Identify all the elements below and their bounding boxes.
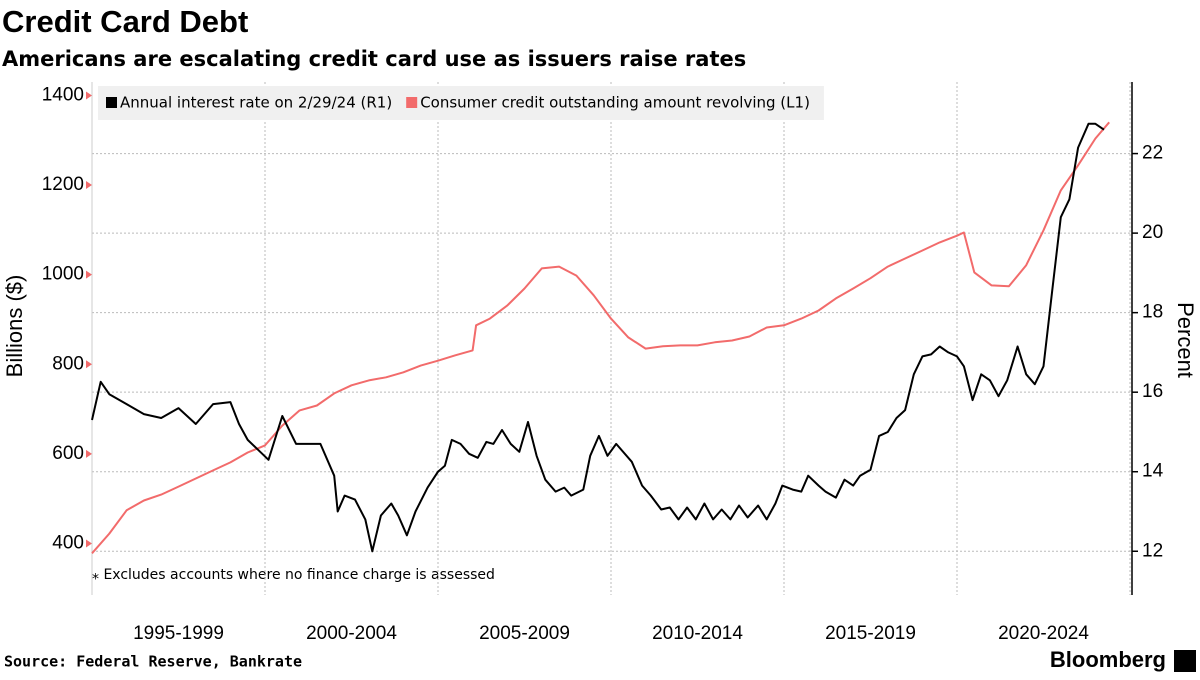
y-tick-mark <box>86 539 92 548</box>
y-tick-label: 1200 <box>42 174 84 195</box>
y2-tick-label: 12 <box>1142 540 1163 561</box>
y-tick-mark <box>86 181 92 190</box>
y2-tick-label: 14 <box>1142 461 1164 482</box>
x-tick-label: 2015-2019 <box>825 623 916 644</box>
series-line <box>91 122 1105 553</box>
y-tick-label: 400 <box>52 532 84 553</box>
y-tick-label: 800 <box>52 353 84 374</box>
y2-tick-label: 18 <box>1142 302 1163 323</box>
source: Source: Federal Reserve, Bankrate <box>4 653 302 671</box>
brand-icon <box>1174 650 1196 672</box>
y2-tick-label: 20 <box>1142 222 1163 243</box>
chart-subtitle: Americans are escalating credit card use… <box>2 47 746 71</box>
y-tick-mark <box>86 449 92 458</box>
legend-swatch <box>406 97 418 108</box>
legend-label: Consumer credit outstanding amount revol… <box>420 94 810 112</box>
y2-tick-label: 22 <box>1142 143 1163 164</box>
brand: Bloomberg <box>1050 647 1166 672</box>
x-tick-label: 2005-2009 <box>479 623 570 644</box>
y-tick-label: 600 <box>52 443 84 464</box>
y-tick-mark <box>86 91 92 100</box>
legend-label: Annual interest rate on 2/29/24 (R1) <box>120 94 392 112</box>
x-tick-label: 2010-2014 <box>652 623 743 644</box>
x-tick-label: 2020-2024 <box>998 623 1089 644</box>
y2-tick-label: 16 <box>1142 381 1163 402</box>
legend-box <box>98 86 824 120</box>
y-tick-label: 1400 <box>42 84 84 105</box>
y-tick-label: 1000 <box>42 264 84 285</box>
y2-axis-label: Percent <box>1173 302 1198 378</box>
series-line <box>91 121 1110 554</box>
legend-swatch <box>106 97 117 108</box>
y-axis-label: Billions ($) <box>2 275 27 378</box>
x-tick-label: 2000-2004 <box>306 623 397 644</box>
x-tick-label: 1995-1999 <box>133 623 224 644</box>
footnote: ⁎ Excludes accounts where no finance cha… <box>92 567 495 583</box>
chart-title: Credit Card Debt <box>2 4 248 39</box>
y-tick-mark <box>86 360 92 369</box>
y-tick-mark <box>86 270 92 279</box>
